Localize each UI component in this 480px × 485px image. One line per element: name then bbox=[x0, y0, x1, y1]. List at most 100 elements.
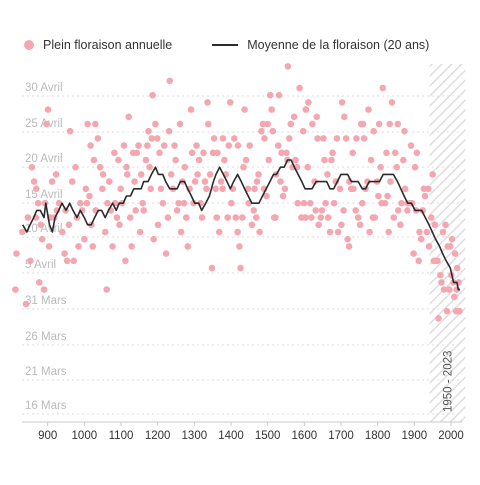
scatter-point bbox=[415, 257, 423, 265]
scatter-point bbox=[268, 106, 276, 113]
x-tick-label: 900 bbox=[38, 430, 57, 442]
scatter-point bbox=[176, 120, 184, 128]
scatter-point bbox=[214, 149, 221, 157]
scatter-point bbox=[281, 185, 289, 193]
scatter-point bbox=[154, 221, 162, 229]
scatter-point bbox=[117, 185, 124, 193]
scatter-point bbox=[175, 199, 182, 207]
scatter-point bbox=[283, 149, 290, 157]
scatter-point bbox=[195, 156, 203, 164]
scatter-point bbox=[315, 221, 322, 229]
scatter-point bbox=[451, 250, 459, 257]
scatter-point bbox=[313, 113, 321, 121]
scatter-point bbox=[219, 135, 227, 142]
legend-item-line: Moyenne de la floraison (20 ans) bbox=[212, 38, 429, 52]
scatter-point bbox=[284, 63, 292, 70]
x-tick-label: 1800 bbox=[365, 430, 391, 442]
scatter-point bbox=[377, 163, 384, 171]
scatter-point bbox=[201, 178, 209, 185]
scatter-point bbox=[105, 178, 113, 185]
scatter-point bbox=[302, 106, 310, 113]
scatter-point bbox=[320, 135, 327, 142]
highlight-label: 1950 - 2023 bbox=[443, 351, 455, 412]
scatter-point bbox=[413, 149, 421, 157]
scatter-point bbox=[423, 228, 431, 236]
scatter-point bbox=[360, 135, 368, 142]
scatter-point bbox=[453, 264, 461, 272]
scatter-point bbox=[383, 149, 390, 157]
scatter-point bbox=[140, 207, 148, 214]
scatter-point bbox=[330, 199, 338, 207]
scatter-point bbox=[314, 135, 321, 142]
scatter-point bbox=[45, 243, 53, 250]
scatter-point bbox=[142, 156, 150, 164]
scatter-point bbox=[150, 235, 157, 243]
y-tick-label: 31 Mars bbox=[25, 295, 67, 307]
scatter-point bbox=[65, 221, 73, 229]
scatter-point bbox=[103, 286, 110, 293]
scatter-point bbox=[439, 228, 447, 236]
scatter-point bbox=[354, 214, 362, 221]
scatter-point bbox=[410, 250, 417, 257]
scatter-point bbox=[370, 127, 377, 135]
scatter-point bbox=[279, 192, 287, 200]
scatter-point bbox=[68, 178, 76, 185]
scatter-point bbox=[200, 149, 207, 157]
scatter-point bbox=[27, 257, 34, 265]
legend-dot-swatch bbox=[24, 40, 34, 50]
scatter-point bbox=[359, 120, 367, 128]
scatter-point bbox=[321, 156, 328, 164]
scatter-point bbox=[28, 163, 36, 171]
scatter-point bbox=[131, 178, 138, 185]
scatter-point bbox=[43, 120, 50, 128]
scatter-point bbox=[275, 91, 283, 99]
scatter-point bbox=[340, 207, 347, 214]
scatter-point bbox=[166, 77, 174, 85]
scatter-point bbox=[394, 120, 402, 128]
scatter-point bbox=[136, 228, 144, 236]
x-tick-label: 1600 bbox=[292, 430, 318, 442]
scatter-point bbox=[241, 106, 248, 113]
legend-line-label: Moyenne de la floraison (20 ans) bbox=[247, 38, 430, 52]
scatter-point bbox=[160, 142, 168, 149]
scatter-point bbox=[401, 127, 408, 135]
scatter-point bbox=[440, 286, 448, 293]
scatter-point bbox=[177, 228, 185, 236]
scatter-point bbox=[435, 315, 442, 322]
scatter-point bbox=[135, 142, 142, 149]
scatter-point bbox=[252, 214, 260, 221]
scatter-point bbox=[159, 199, 167, 207]
scatter-point bbox=[137, 171, 145, 178]
scatter-point bbox=[248, 221, 256, 229]
scatter-point bbox=[172, 156, 179, 164]
scatter-point bbox=[278, 149, 285, 157]
scatter-point bbox=[358, 199, 366, 207]
scatter-point bbox=[213, 214, 220, 221]
scatter-point bbox=[82, 185, 90, 193]
scatter-point bbox=[384, 192, 391, 200]
scatter-point bbox=[302, 214, 309, 221]
scatter-point bbox=[263, 192, 270, 200]
scatter-point bbox=[144, 142, 151, 149]
scatter-point bbox=[171, 142, 178, 149]
scatter-point bbox=[206, 171, 214, 178]
scatter-point bbox=[421, 192, 429, 200]
scatter-point bbox=[427, 214, 435, 221]
scatter-point bbox=[253, 178, 261, 185]
scatter-point bbox=[180, 199, 188, 207]
scatter-point bbox=[407, 142, 415, 149]
scatter-point bbox=[125, 113, 132, 121]
scatter-point bbox=[217, 178, 225, 185]
scatter-point bbox=[334, 228, 342, 236]
scatter-point bbox=[338, 99, 346, 106]
y-tick-label: 16 Mars bbox=[25, 400, 67, 412]
scatter-point bbox=[239, 214, 246, 221]
scatter-point bbox=[147, 185, 154, 193]
scatter-point bbox=[24, 214, 32, 221]
legend-dots-label: Plein floraison annuelle bbox=[43, 38, 173, 52]
scatter-point bbox=[66, 127, 74, 135]
scatter-point bbox=[419, 207, 427, 214]
scatter-point bbox=[90, 156, 98, 164]
scatter-point bbox=[352, 207, 359, 214]
